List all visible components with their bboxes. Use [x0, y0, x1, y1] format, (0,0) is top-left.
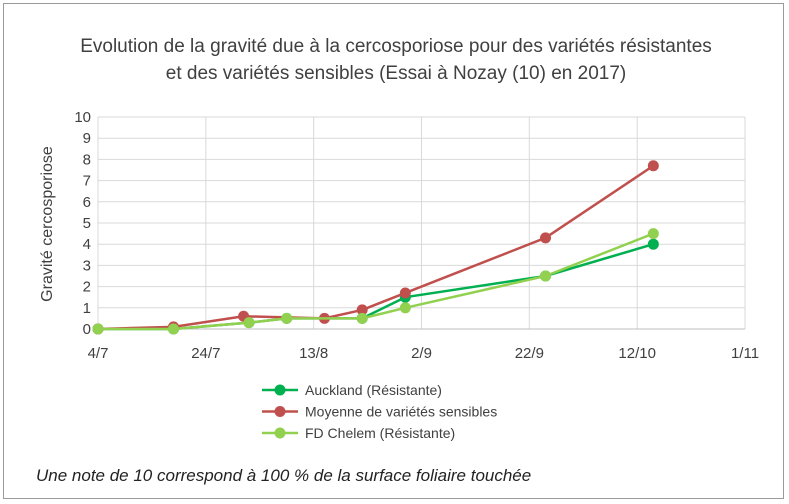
data-point [647, 228, 659, 240]
data-point [399, 287, 411, 299]
x-tick-label: 1/11 [731, 345, 759, 362]
y-tick-label: 0 [83, 321, 91, 338]
y-axis-ticks: 0 1 2 3 4 5 6 7 8 9 10 [74, 109, 91, 338]
data-point [243, 317, 255, 329]
y-tick-label: 3 [83, 257, 91, 274]
legend-label: Moyenne de variétés sensibles [305, 404, 497, 420]
legend-item: Auckland (Résistante) [262, 382, 442, 398]
y-tick-label: 9 [83, 130, 91, 147]
data-point [647, 160, 659, 172]
data-point [167, 323, 179, 335]
legend-marker [274, 406, 286, 417]
x-tick-label: 13/8 [299, 345, 328, 362]
legend-marker [274, 427, 286, 439]
legend-label: FD Chelem (Résistante) [305, 425, 455, 441]
footnote: Une note de 10 correspond à 100 % de la … [36, 466, 531, 485]
y-tick-label: 5 [83, 215, 91, 232]
gridlines [97, 116, 746, 330]
legend-item: Moyenne de variétés sensibles [262, 404, 497, 420]
legend: Auckland (Résistante) Moyenne de variétés… [262, 382, 497, 441]
y-tick-label: 1 [83, 300, 91, 317]
chart-title-line1: Evolution de la gravité due à la cercosp… [80, 36, 712, 57]
y-tick-label: 8 [83, 151, 91, 168]
data-point [399, 302, 411, 314]
series-line [98, 232, 654, 331]
data-point [647, 238, 659, 250]
x-axis-ticks: 4/7 24/7 13/8 2/9 22/9 12/10 1/11 [88, 345, 759, 362]
y-tick-label: 10 [74, 109, 91, 126]
x-tick-label: 4/7 [88, 345, 109, 362]
data-point [540, 270, 552, 282]
legend-marker [274, 384, 286, 396]
data-point [356, 312, 368, 324]
data-point [281, 312, 293, 324]
legend-item: FD Chelem (Résistante) [262, 425, 455, 441]
x-tick-label: 2/9 [411, 345, 432, 362]
y-tick-label: 7 [83, 173, 91, 190]
x-tick-label: 12/10 [618, 345, 656, 362]
chart-title-line2: et des variétés sensibles (Essai à Nozay… [166, 63, 626, 84]
series-group [92, 160, 659, 335]
data-point [540, 232, 552, 244]
chart-frame [3, 3, 784, 499]
legend-label: Auckland (Résistante) [305, 382, 442, 398]
y-axis-label: Gravité cercosporiose [39, 146, 56, 302]
data-point [92, 323, 104, 335]
data-point [356, 304, 368, 316]
y-tick-label: 6 [83, 194, 91, 211]
series-2 [92, 160, 659, 335]
series-3 [92, 228, 659, 335]
x-tick-label: 24/7 [191, 345, 220, 362]
x-tick-label: 22/9 [515, 345, 544, 362]
series-line [97, 164, 655, 331]
y-tick-label: 4 [83, 236, 91, 253]
y-tick-label: 2 [83, 279, 91, 296]
